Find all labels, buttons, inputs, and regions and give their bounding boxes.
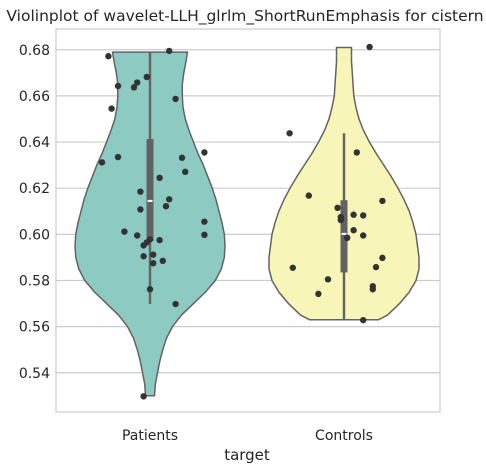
box-controls [340,200,348,273]
box-layer [146,51,348,321]
data-point-patients [137,206,144,213]
data-point-patients [146,286,154,293]
x-axis-title: target [224,446,270,464]
data-point-patients [150,251,157,258]
x-tick-label-controls: Controls [315,428,373,444]
data-point-patients [156,174,163,182]
data-point-patients [201,149,208,156]
y-tick-label: 0.62 [19,181,50,197]
data-point-patients [178,154,186,161]
data-point-patients [105,53,112,60]
data-point-controls [334,204,341,212]
data-point-controls [379,197,386,205]
data-point-controls [372,263,380,271]
data-point-patients [172,95,179,103]
y-tick-label: 0.66 [19,89,50,105]
data-point-patients [114,82,122,90]
data-point-patients [134,79,141,86]
data-point-controls [360,316,367,324]
x-tick-label-patients: Patients [122,428,178,444]
data-point-patients [140,393,147,400]
y-tick-label: 0.56 [19,320,50,336]
data-point-controls [360,232,367,239]
data-point-controls [324,276,332,283]
data-point-patients [166,47,173,55]
data-point-patients [201,218,208,225]
data-point-patients [172,300,179,308]
data-point-patients [134,232,141,239]
point-layer [98,43,386,400]
data-point-controls [379,254,386,262]
data-point-patients [140,242,147,249]
y-tick-label: 0.60 [19,227,50,243]
box-patients [146,139,154,241]
y-tick-label: 0.64 [19,135,50,151]
data-point-patients [166,196,173,203]
data-point-patients [98,159,106,166]
plot-frame [55,28,441,413]
data-point-patients [182,168,189,176]
data-point-patients [150,259,157,267]
data-point-patients [162,202,170,210]
data-point-patients [159,257,166,265]
data-point-controls [350,211,357,218]
data-point-patients [114,153,122,161]
data-point-controls [366,43,373,51]
data-point-controls [305,192,312,199]
y-tick-label: 0.58 [19,273,50,289]
violin-layer [74,46,420,397]
data-point-controls [369,286,376,293]
data-point-controls [337,216,344,224]
y-tick-label: 0.68 [19,43,50,59]
data-point-controls [286,130,293,137]
data-point-controls [344,234,351,242]
y-tick-label: 0.54 [19,366,50,382]
y-tick-labels: 0.54 0.56 0.58 0.60 0.62 0.64 0.66 0.68 [19,43,50,382]
data-point-patients [143,73,150,81]
data-point-patients [140,253,147,260]
x-tick-labels: Patients Controls [122,428,373,444]
data-point-patients [201,231,208,239]
data-point-controls [360,212,367,219]
data-point-patients [156,236,163,244]
data-point-controls [353,149,360,156]
data-point-controls [289,264,296,271]
data-point-patients [130,84,138,91]
data-point-controls [350,226,357,234]
data-point-patients [137,188,144,195]
chart-title: Violinplot of wavelet-LLH_glrlm_ShortRun… [6,7,483,26]
data-point-patients [121,228,128,235]
data-point-controls [315,290,322,298]
data-point-patients [108,105,115,112]
